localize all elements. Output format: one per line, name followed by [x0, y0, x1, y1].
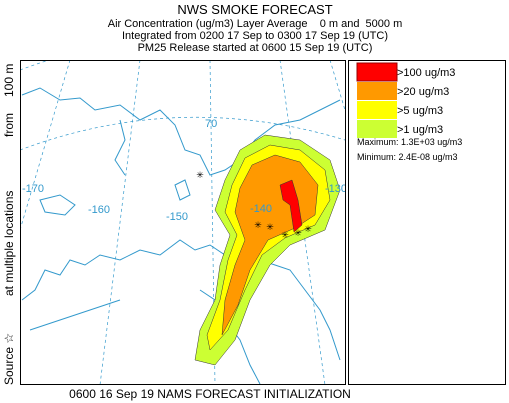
side-text: Source ☆ — [2, 333, 16, 385]
legend-swatch — [356, 62, 398, 82]
map-label: -150 — [166, 211, 188, 223]
map-label: -170 — [22, 183, 44, 195]
legend-label: >20 ug/m3 — [397, 86, 449, 98]
side-text: at multiple locations — [2, 191, 16, 296]
source-star: ✳ — [294, 228, 302, 238]
footer: 0600 16 Sep 19 NAMS FORECAST INITIALIZAT… — [69, 387, 351, 401]
source-star: ✳ — [254, 220, 262, 230]
maximum: Maximum: 1.3E+03 ug/m3 — [357, 137, 462, 147]
coastline — [21, 87, 341, 384]
legend-swatch — [357, 120, 397, 138]
smoke-plume: ✳✳ ✳ ✳✳✳ — [194, 134, 341, 366]
legend-label: >100 ug/m3 — [397, 67, 455, 79]
source-star: ✳ — [266, 222, 274, 232]
map: ✳✳ ✳ ✳✳✳ -170 -160 -150 -140 -130 70 — [21, 61, 347, 384]
legend-swatch — [357, 101, 397, 119]
source-star: ✳ — [196, 170, 204, 180]
subtitle: PM25 Release started at 0600 15 Sep 19 (… — [138, 42, 373, 54]
map-label: -130 — [325, 183, 347, 195]
title: NWS SMOKE FORECAST — [177, 2, 332, 17]
map-label: -160 — [88, 204, 110, 216]
side-label: Source ☆ at multiple locations from 100 … — [2, 64, 16, 385]
subtitle: Integrated from 0200 17 Sep to 0300 17 S… — [122, 30, 388, 42]
plume-contour — [279, 179, 303, 233]
source-star: ✳ — [304, 224, 312, 234]
legend-swatch — [357, 82, 397, 100]
legend-label: >1 ug/m3 — [397, 124, 443, 136]
source-star: ✳ — [281, 230, 289, 240]
legend-label: >5 ug/m3 — [397, 105, 443, 117]
minimum: Minimum: 2.4E-08 ug/m3 — [357, 152, 458, 162]
legend: >100 ug/m3 >20 ug/m3 >5 ug/m3 >1 ug/m3 — [356, 62, 455, 138]
side-text: 100 m — [2, 64, 16, 97]
map-label: 70 — [205, 118, 217, 130]
side-text: from — [2, 113, 16, 137]
subtitle: Air Concentration (ug/m3) Layer Average … — [108, 18, 403, 30]
map-label: -140 — [250, 203, 272, 215]
